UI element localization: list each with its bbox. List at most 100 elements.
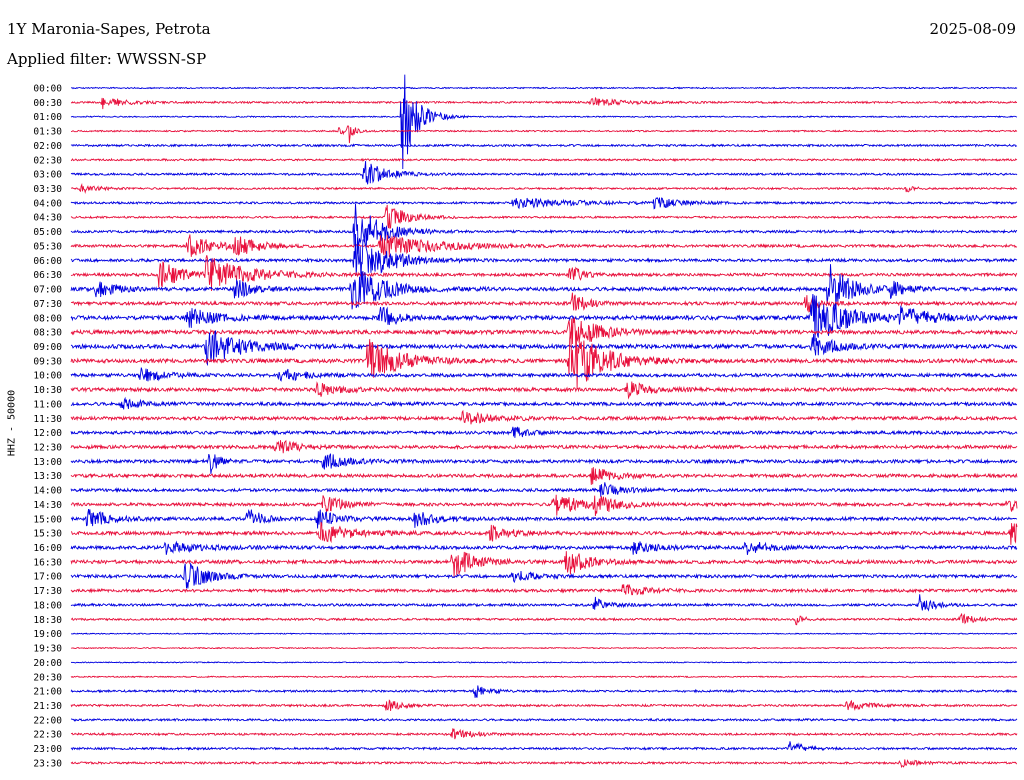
trace-row xyxy=(70,264,1018,310)
trace-row xyxy=(70,632,1018,635)
trace-row xyxy=(70,74,1018,170)
trace-row xyxy=(70,381,1018,400)
row-label: 15:00 xyxy=(33,514,62,525)
trace-row xyxy=(70,685,1018,698)
row-label: 16:00 xyxy=(33,543,62,554)
row-label: 18:00 xyxy=(33,600,62,611)
trace-row xyxy=(70,675,1018,679)
row-label: 18:30 xyxy=(33,615,62,626)
row-label: 08:00 xyxy=(33,313,62,324)
trace-row xyxy=(70,157,1018,162)
row-label: 23:30 xyxy=(33,758,62,769)
row-label: 09:30 xyxy=(33,356,62,367)
row-label: 06:00 xyxy=(33,256,62,267)
trace-row xyxy=(70,160,1018,185)
row-label: 06:30 xyxy=(33,270,62,281)
trace-row xyxy=(70,728,1018,740)
row-label: 17:00 xyxy=(33,572,62,583)
row-label: 12:00 xyxy=(33,428,62,439)
row-label: 05:30 xyxy=(33,241,62,252)
trace-row xyxy=(70,182,1018,195)
row-label: 14:00 xyxy=(33,486,62,497)
trace-row xyxy=(70,717,1018,723)
row-label: 00:00 xyxy=(33,84,62,95)
row-label: 02:30 xyxy=(33,155,62,166)
row-label: 11:30 xyxy=(33,414,62,425)
row-label: 22:00 xyxy=(33,715,62,726)
row-label: 12:30 xyxy=(33,443,62,454)
row-label: 07:30 xyxy=(33,299,62,310)
row-label: 13:30 xyxy=(33,471,62,482)
trace-row xyxy=(70,594,1018,612)
row-label: 05:00 xyxy=(33,227,62,238)
row-label: 14:30 xyxy=(33,500,62,511)
row-label: 04:30 xyxy=(33,213,62,224)
trace-row xyxy=(70,661,1018,664)
trace-row xyxy=(70,234,1018,258)
row-label: 01:00 xyxy=(33,112,62,123)
row-label: 20:00 xyxy=(33,658,62,669)
row-label: 07:00 xyxy=(33,285,62,296)
row-label: 20:30 xyxy=(33,672,62,683)
trace-row xyxy=(71,521,1018,545)
filter-label: Applied filter: WWSSN-SP xyxy=(7,50,207,68)
row-label: 03:30 xyxy=(33,184,62,195)
station-title: 1Y Maronia-Sapes, Petrota xyxy=(7,20,211,38)
row-label: 21:30 xyxy=(33,701,62,712)
trace-row xyxy=(70,562,1018,589)
trace-row xyxy=(70,204,1018,229)
row-labels: 00:00 00:30 01:00 01:30 02:00 02:30 03:00 03:30… xyxy=(33,84,62,770)
trace-row xyxy=(70,203,1018,254)
row-label: 23:00 xyxy=(33,744,62,755)
trace-row xyxy=(70,467,1018,485)
trace-row xyxy=(70,540,1018,555)
trace-row xyxy=(70,396,1018,410)
trace-row xyxy=(70,494,1018,517)
trace-row xyxy=(70,699,1018,712)
row-label: 04:00 xyxy=(33,198,62,209)
row-label: 19:00 xyxy=(33,629,62,640)
trace-row xyxy=(70,409,1018,425)
trace-row xyxy=(70,584,1018,596)
row-label: 16:30 xyxy=(33,557,62,568)
trace-row xyxy=(70,197,1018,210)
trace-row xyxy=(70,143,1018,148)
row-label: 11:00 xyxy=(33,399,62,410)
row-label: 10:00 xyxy=(33,371,62,382)
trace-row xyxy=(70,759,1018,769)
date-label: 2025-08-09 xyxy=(929,20,1016,38)
row-label: 10:30 xyxy=(33,385,62,396)
row-label: 09:00 xyxy=(33,342,62,353)
trace-rows xyxy=(70,74,1018,769)
trace-row xyxy=(70,551,1018,577)
row-label: 17:30 xyxy=(33,586,62,597)
trace-row xyxy=(70,367,1018,382)
trace-row xyxy=(71,86,1018,90)
trace-row xyxy=(70,509,1018,529)
trace-row xyxy=(70,329,1018,367)
trace-row xyxy=(70,613,1018,626)
trace-row xyxy=(70,741,1017,751)
trace-row xyxy=(71,125,1018,144)
row-label: 03:00 xyxy=(33,170,62,181)
trace-row xyxy=(70,453,1018,474)
trace-row xyxy=(70,482,1017,497)
row-label: 22:30 xyxy=(33,730,62,741)
trace-row xyxy=(70,317,1018,346)
row-label: 19:30 xyxy=(33,644,62,655)
row-label: 15:30 xyxy=(33,529,62,540)
row-label: 00:30 xyxy=(33,98,62,109)
row-label: 01:30 xyxy=(33,127,62,138)
trace-row xyxy=(70,292,1018,313)
trace-row xyxy=(70,646,1018,650)
trace-row xyxy=(70,293,1018,342)
trace-row xyxy=(70,439,1018,454)
trace-row xyxy=(70,426,1018,438)
row-label: 13:00 xyxy=(33,457,62,468)
trace-row xyxy=(70,255,1018,292)
row-label: 08:30 xyxy=(33,328,62,339)
trace-row xyxy=(70,331,1018,389)
trace-row xyxy=(70,233,1018,280)
row-label: 02:00 xyxy=(33,141,62,152)
